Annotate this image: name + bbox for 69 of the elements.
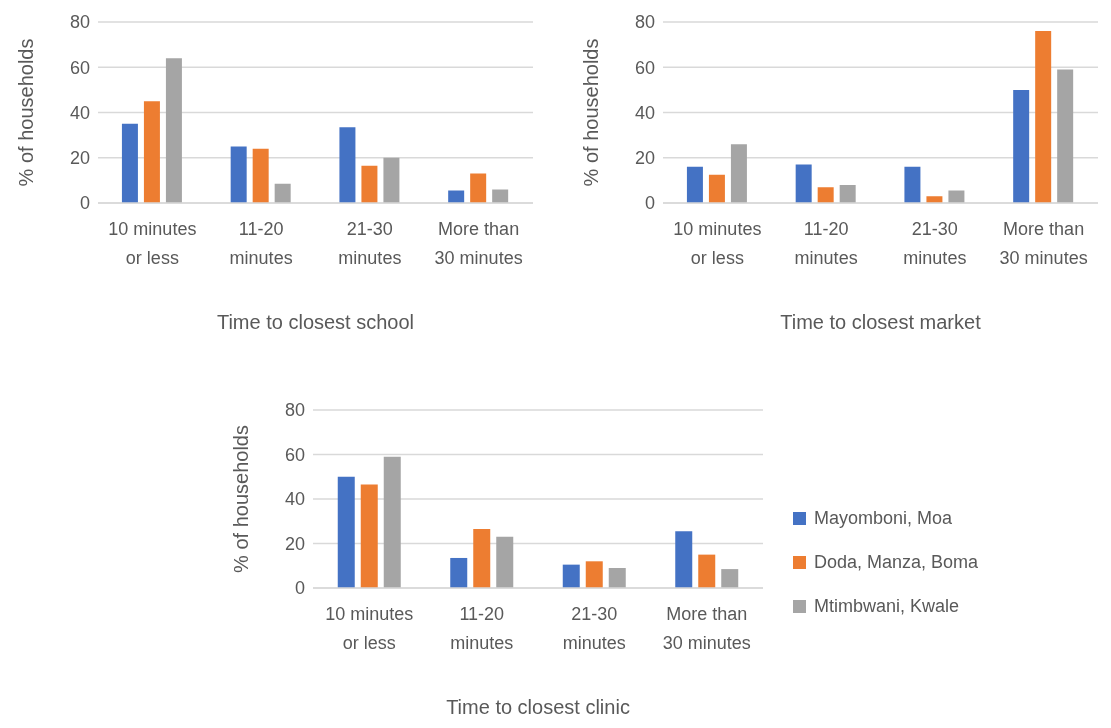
x-axis-title: Time to closest clinic (446, 696, 630, 718)
y-tick-label: 0 (294, 578, 305, 599)
bar (1035, 31, 1052, 203)
bar (473, 529, 491, 588)
x-tick-label: 10 minutes or less (673, 219, 762, 268)
y-tick-label: 40 (284, 489, 305, 510)
bar (383, 456, 401, 588)
x-tick-label: 10 minutes or less (108, 219, 197, 268)
bar (361, 165, 378, 203)
bar (1013, 89, 1030, 203)
y-tick-label: 20 (69, 148, 90, 169)
y-tick-label: 60 (69, 57, 90, 78)
x-tick-label: 21-30 minutes (338, 219, 402, 268)
bar (470, 173, 487, 203)
y-tick-label: 20 (634, 148, 655, 169)
y-tick-label: 40 (634, 102, 655, 123)
legend-label: Doda, Manza, Boma (814, 551, 979, 573)
x-axis-title: Time to closest school (216, 311, 415, 333)
bar (730, 144, 747, 203)
bar (675, 531, 693, 588)
x-axis-title: Time to closest market (780, 311, 982, 333)
bar (165, 58, 182, 203)
legend-label: Mtimbwani, Kwale (814, 595, 960, 617)
y-tick-label: 80 (634, 12, 655, 33)
y-tick-label: 60 (634, 57, 655, 78)
y-tick-label: 0 (79, 193, 90, 214)
bar (450, 557, 468, 588)
x-tick-label: 21-30 minutes (562, 604, 626, 653)
bar (337, 476, 355, 588)
bar (121, 123, 138, 203)
y-tick-label: 20 (284, 533, 305, 554)
x-tick-label: 11-20 minutes (794, 219, 858, 268)
bar (839, 184, 856, 203)
bar (1057, 69, 1074, 203)
bar (143, 101, 160, 203)
legend-label: Mayomboni, Moa (814, 507, 953, 529)
bar (274, 183, 291, 203)
y-axis-title: % of households (230, 425, 253, 573)
bar (817, 187, 834, 203)
x-tick-label: More than 30 minutes (434, 219, 523, 268)
bar (339, 127, 356, 203)
bar (230, 146, 247, 203)
bar (383, 157, 400, 203)
bar (795, 164, 812, 203)
bar (904, 166, 921, 203)
y-tick-label: 80 (284, 400, 305, 421)
bar (686, 166, 703, 203)
y-tick-label: 60 (284, 444, 305, 465)
bar (492, 189, 509, 203)
bar (708, 174, 725, 203)
y-tick-label: 0 (644, 193, 655, 214)
y-tick-label: 80 (69, 12, 90, 33)
y-axis-title: % of households (15, 38, 38, 187)
bar (608, 567, 626, 588)
y-axis-title: % of households (580, 38, 603, 187)
x-tick-label: 10 minutes or less (325, 604, 414, 653)
x-tick-label: More than 30 minutes (999, 219, 1088, 268)
bar (360, 484, 378, 588)
bar (562, 564, 580, 588)
bar (585, 561, 603, 588)
x-tick-label: 11-20 minutes (450, 604, 514, 653)
y-tick-label: 40 (69, 102, 90, 123)
x-tick-label: 21-30 minutes (903, 219, 967, 268)
bar (252, 148, 269, 203)
bar (496, 536, 514, 588)
x-tick-label: 11-20 minutes (229, 219, 293, 268)
bar (721, 569, 739, 588)
bar (698, 554, 716, 588)
x-tick-label: More than 30 minutes (662, 604, 751, 653)
